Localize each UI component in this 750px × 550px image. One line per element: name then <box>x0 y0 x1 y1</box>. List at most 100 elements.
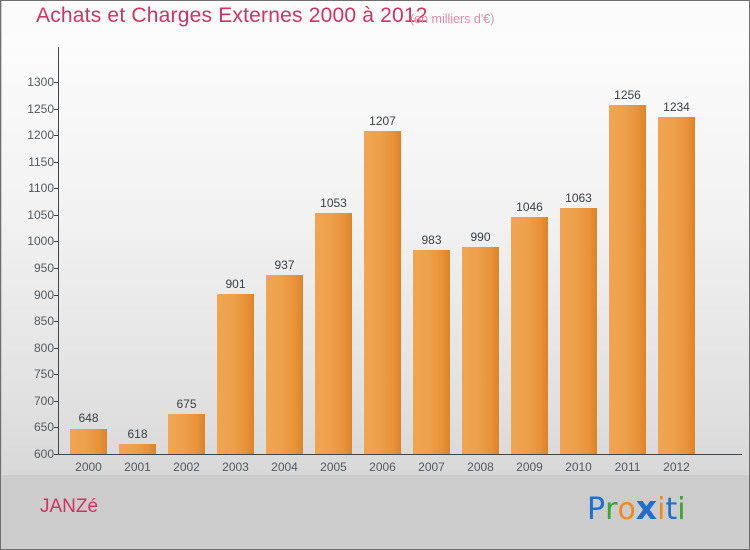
x-axis-line <box>58 454 742 455</box>
y-axis-tick-label: 850 <box>33 314 54 329</box>
x-axis-tick-label: 2011 <box>614 460 641 474</box>
bar[interactable] <box>119 444 156 454</box>
bar-series: 648 2000 618 2001 675 2002 901 2003 937 2004 1053 2… <box>59 37 742 474</box>
y-axis-tick-label: 950 <box>33 261 54 275</box>
y-axis-tick-label: 800 <box>33 340 54 355</box>
page-title: Achats et Charges Externes 2000 à 2012 <box>36 4 428 27</box>
chart-footer: JANZé Proxiti <box>2 475 749 549</box>
x-axis-tick-label: 2004 <box>271 460 298 474</box>
logo-letter-t: t <box>665 492 678 527</box>
chart-header: Achats et Charges Externes 2000 à 2012 (… <box>2 1 749 37</box>
y-axis-tick <box>54 109 59 110</box>
x-axis-tick-label: 2003 <box>222 460 249 474</box>
y-axis-tick-label: 700 <box>33 393 54 408</box>
y-axis-tick <box>54 454 59 455</box>
bar-value-label: 675 <box>176 397 197 412</box>
bar-slot: 983 2007 <box>407 37 456 474</box>
y-axis-tick-label: 1300 <box>27 75 54 89</box>
y-axis-tick <box>54 427 59 428</box>
bar-slot: 1207 2006 <box>358 37 407 474</box>
bar[interactable] <box>462 246 499 454</box>
x-axis-tick-label: 2009 <box>516 460 543 474</box>
y-axis-tick <box>54 348 59 349</box>
y-axis-line <box>58 47 59 454</box>
y-axis-tick <box>54 401 59 402</box>
proxiti-logo[interactable]: Proxiti <box>587 488 686 527</box>
bar-slot: 1063 2010 <box>554 37 603 474</box>
y-axis-tick <box>54 374 59 375</box>
bar-slot: 675 2002 <box>162 37 211 474</box>
bar-value-label: 1046 <box>516 199 543 214</box>
y-axis-tick-label: 650 <box>33 420 54 435</box>
bar[interactable] <box>658 117 695 454</box>
y-axis-tick-label: 1200 <box>27 128 54 143</box>
bar-slot: 1053 2005 <box>309 37 358 474</box>
bar[interactable] <box>413 250 450 454</box>
x-axis-tick-label: 2008 <box>467 460 494 474</box>
y-axis-tick-label: 600 <box>33 447 54 461</box>
x-axis-tick-label: 2002 <box>173 460 200 474</box>
logo-letter-o: o <box>617 492 636 527</box>
x-axis-tick-label: 2000 <box>75 460 102 474</box>
logo-letter-x: x <box>635 488 658 527</box>
bar[interactable] <box>511 216 548 454</box>
x-axis-tick-label: 2007 <box>418 460 445 474</box>
bar-value-label: 937 <box>274 257 295 272</box>
bar-slot: 1234 2012 <box>652 37 701 474</box>
x-axis-tick-label: 2001 <box>124 460 151 474</box>
y-axis-tick <box>54 268 59 269</box>
bar-slot: 1256 2011 <box>603 37 652 474</box>
logo-letter-i1: i <box>657 492 666 527</box>
bar-slot: 901 2003 <box>211 37 260 474</box>
bar[interactable] <box>364 131 401 454</box>
bar-value-label: 983 <box>421 233 442 248</box>
bar-value-label: 901 <box>225 277 246 292</box>
bar-slot: 618 2001 <box>113 37 162 474</box>
y-axis-tick-label: 900 <box>33 287 54 302</box>
bar[interactable] <box>266 274 303 454</box>
y-axis-tick-label: 1150 <box>28 154 54 169</box>
y-axis-tick-label: 1100 <box>28 181 54 196</box>
bar-value-label: 1234 <box>663 100 690 115</box>
plot-area: 600 650 700 750 800 850 900 950 1000 1050 1100 1150… <box>2 37 749 475</box>
y-axis-tick-label: 1050 <box>27 207 54 222</box>
bar-value-label: 1207 <box>369 114 396 129</box>
bar[interactable] <box>217 294 254 454</box>
y-axis-tick <box>54 295 59 296</box>
bar[interactable] <box>70 428 107 454</box>
y-axis-tick <box>54 162 59 163</box>
y-axis-labels: 600 650 700 750 800 850 900 950 1000 1050 1100 1150… <box>10 37 54 475</box>
x-axis-tick-label: 2012 <box>663 460 690 474</box>
bar-value-label: 1063 <box>565 190 592 205</box>
logo-letter-i2: i <box>677 492 686 527</box>
bar[interactable] <box>168 414 205 454</box>
chart-subtitle: (en milliers d'€) <box>410 12 495 26</box>
x-axis-tick-label: 2006 <box>369 460 396 474</box>
bar-slot: 648 2000 <box>64 37 113 474</box>
bar[interactable] <box>315 213 352 454</box>
y-axis-tick <box>54 321 59 322</box>
bar[interactable] <box>609 105 646 454</box>
y-axis-tick <box>54 215 59 216</box>
bar-value-label: 1256 <box>614 88 641 103</box>
bar-value-label: 618 <box>127 427 148 442</box>
bar[interactable] <box>560 207 597 454</box>
bar-slot: 937 2004 <box>260 37 309 474</box>
x-axis-tick-label: 2005 <box>320 460 347 474</box>
y-axis-tick <box>54 135 59 136</box>
y-axis-tick-label: 1250 <box>27 101 54 116</box>
commune-label: JANZé <box>40 496 99 517</box>
bar-value-label: 1053 <box>320 196 347 211</box>
logo-letter-p: P <box>587 492 606 527</box>
y-axis-tick <box>54 241 59 242</box>
y-axis-tick <box>54 188 59 189</box>
bar-slot: 1046 2009 <box>505 37 554 474</box>
bar-value-label: 648 <box>78 411 99 426</box>
logo-letter-r: r <box>605 492 618 527</box>
y-axis-tick-label: 750 <box>33 367 54 382</box>
bar-slot: 990 2008 <box>456 37 505 474</box>
bar-value-label: 990 <box>470 229 491 244</box>
y-axis-tick <box>54 82 59 83</box>
x-axis-tick-label: 2010 <box>565 460 592 474</box>
